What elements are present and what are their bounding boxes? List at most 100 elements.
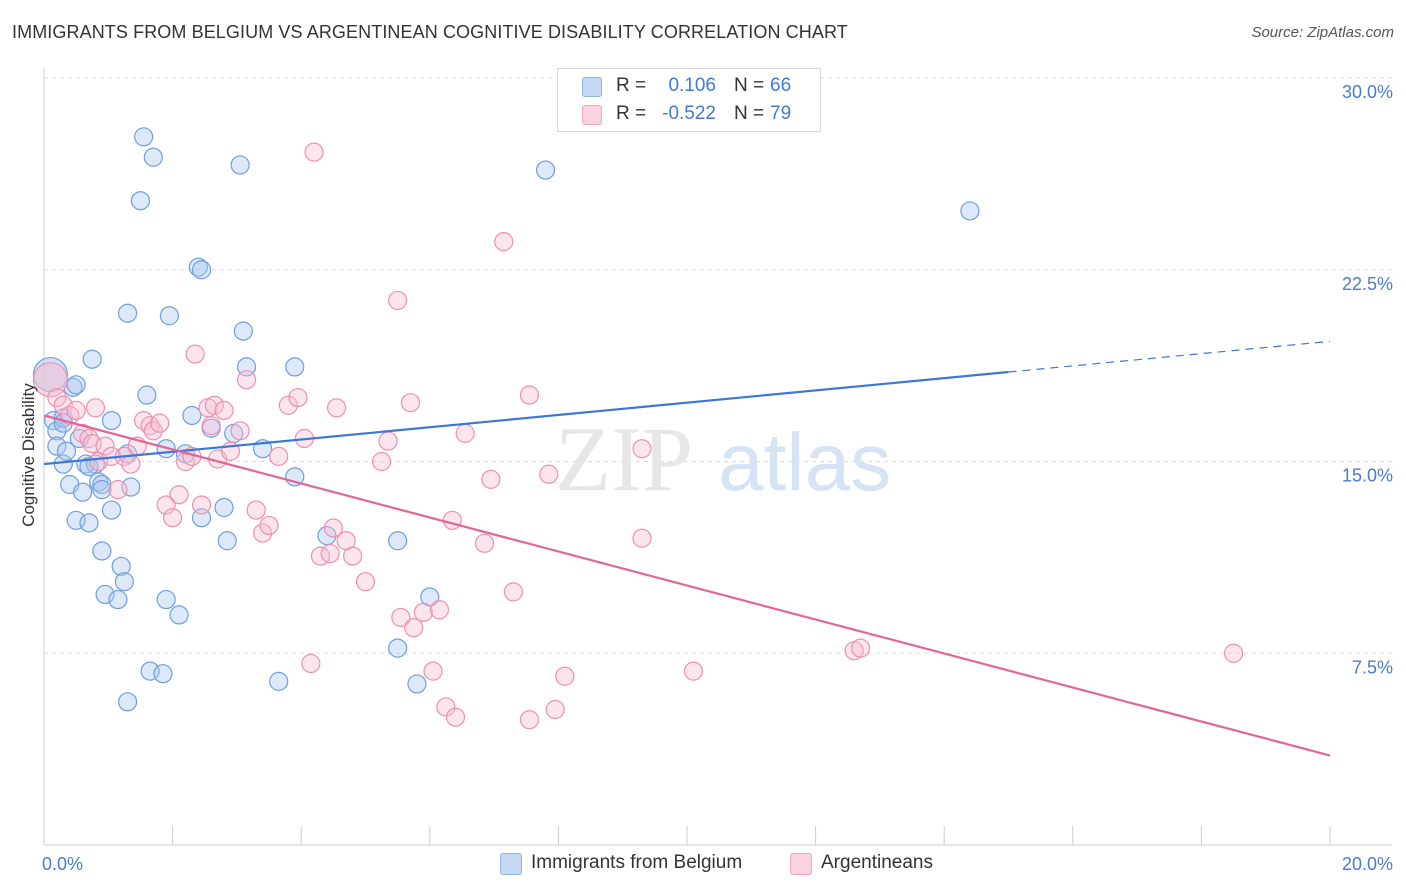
point-argentineans (301, 653, 321, 674)
point-belgium (182, 405, 202, 426)
point-argentineans (455, 423, 475, 443)
point-argentineans (503, 582, 523, 602)
point-argentineans (253, 523, 273, 543)
legend-n-value: 66 (770, 75, 792, 96)
legend-n-label: N = (734, 103, 765, 124)
point-argentineans (191, 495, 212, 515)
source-label: Source: ZipAtlas.com (1251, 24, 1394, 41)
point-belgium (89, 472, 109, 492)
legend-swatch-argentineans (582, 105, 602, 125)
point-argentineans (378, 431, 398, 451)
point-argentineans (201, 416, 221, 436)
point-argentineans (32, 362, 69, 398)
point-belgium (79, 513, 99, 533)
point-belgium (130, 191, 151, 211)
point-belgium (47, 436, 67, 456)
point-belgium (117, 303, 138, 323)
point-argentineans (851, 638, 871, 658)
legend-n-label: N = (734, 75, 765, 96)
point-argentineans (53, 395, 73, 415)
point-belgium (535, 160, 556, 180)
legend-r-value: -0.522 (662, 103, 716, 124)
trend-line-belgium (43, 370, 1009, 466)
point-belgium (407, 674, 427, 694)
bottom-legend-label-argentineans: Argentineans (821, 852, 933, 873)
point-belgium (101, 410, 122, 431)
point-argentineans (474, 533, 495, 553)
y-tick-label: 7.5% (1352, 657, 1393, 677)
point-belgium (153, 664, 173, 684)
point-belgium (191, 260, 212, 280)
point-argentineans (214, 400, 234, 420)
bottom-legend-label-belgium: Immigrants from Belgium (531, 852, 743, 873)
bottom-legend-swatch-argentineans (790, 853, 812, 875)
x-tick-label: 20.0% (1342, 854, 1393, 874)
point-argentineans (269, 446, 289, 466)
point-argentineans (494, 232, 514, 252)
point-argentineans (436, 697, 456, 717)
point-argentineans (304, 142, 324, 162)
point-belgium (92, 541, 112, 561)
point-argentineans (400, 393, 421, 413)
watermark: ZIP atlas (555, 408, 891, 510)
point-belgium (388, 531, 408, 551)
axes (43, 68, 1392, 846)
grid-lines (44, 77, 1392, 654)
point-argentineans (683, 661, 704, 681)
y-tick-label: 15.0% (1342, 466, 1393, 486)
point-argentineans (481, 469, 501, 489)
point-argentineans (519, 385, 540, 405)
point-argentineans (545, 699, 565, 720)
point-belgium (82, 349, 102, 369)
point-argentineans (246, 500, 266, 520)
point-argentineans (632, 439, 652, 459)
point-belgium (111, 556, 131, 576)
point-argentineans (519, 710, 540, 730)
point-argentineans (429, 600, 450, 620)
point-argentineans (163, 508, 183, 528)
bottom-legend-swatch-belgium (500, 853, 522, 875)
y-axis-label: Cognitive Disability (19, 383, 38, 527)
point-belgium (159, 306, 179, 326)
point-argentineans (66, 400, 86, 420)
point-belgium (169, 605, 189, 625)
trend-lines (43, 340, 1331, 757)
x-tick-label: 0.0% (42, 854, 83, 874)
point-belgium (285, 357, 305, 377)
point-argentineans (288, 387, 308, 408)
point-argentineans (539, 464, 559, 484)
point-belgium (960, 201, 980, 221)
point-argentineans (323, 518, 343, 538)
legend-row-argentineans: R = -0.522 N = 79 (558, 101, 820, 127)
point-argentineans (85, 398, 106, 418)
point-belgium (114, 572, 134, 592)
point-argentineans (391, 607, 411, 628)
point-belgium (269, 671, 289, 691)
point-belgium (56, 441, 77, 461)
point-belgium (117, 692, 138, 712)
point-argentineans (79, 428, 99, 449)
point-belgium (188, 257, 208, 277)
point-argentineans (204, 395, 224, 415)
legend-r-value: 0.106 (668, 75, 716, 96)
point-belgium (117, 444, 138, 464)
point-argentineans (259, 515, 279, 536)
point-argentineans (150, 413, 170, 433)
point-argentineans (95, 436, 115, 456)
legend-r-label: R = (616, 75, 647, 96)
point-argentineans (404, 618, 424, 638)
point-belgium (66, 375, 86, 395)
point-argentineans (355, 572, 376, 592)
point-argentineans (326, 398, 347, 418)
point-argentineans (413, 602, 433, 622)
legend-n-value: 79 (770, 103, 792, 124)
point-belgium (143, 147, 163, 167)
data-points (32, 127, 1244, 730)
point-belgium (233, 321, 253, 341)
point-argentineans (236, 370, 257, 390)
point-belgium (108, 589, 128, 610)
point-belgium (230, 155, 250, 175)
legend-swatch-belgium (582, 77, 602, 97)
point-belgium (156, 589, 176, 610)
